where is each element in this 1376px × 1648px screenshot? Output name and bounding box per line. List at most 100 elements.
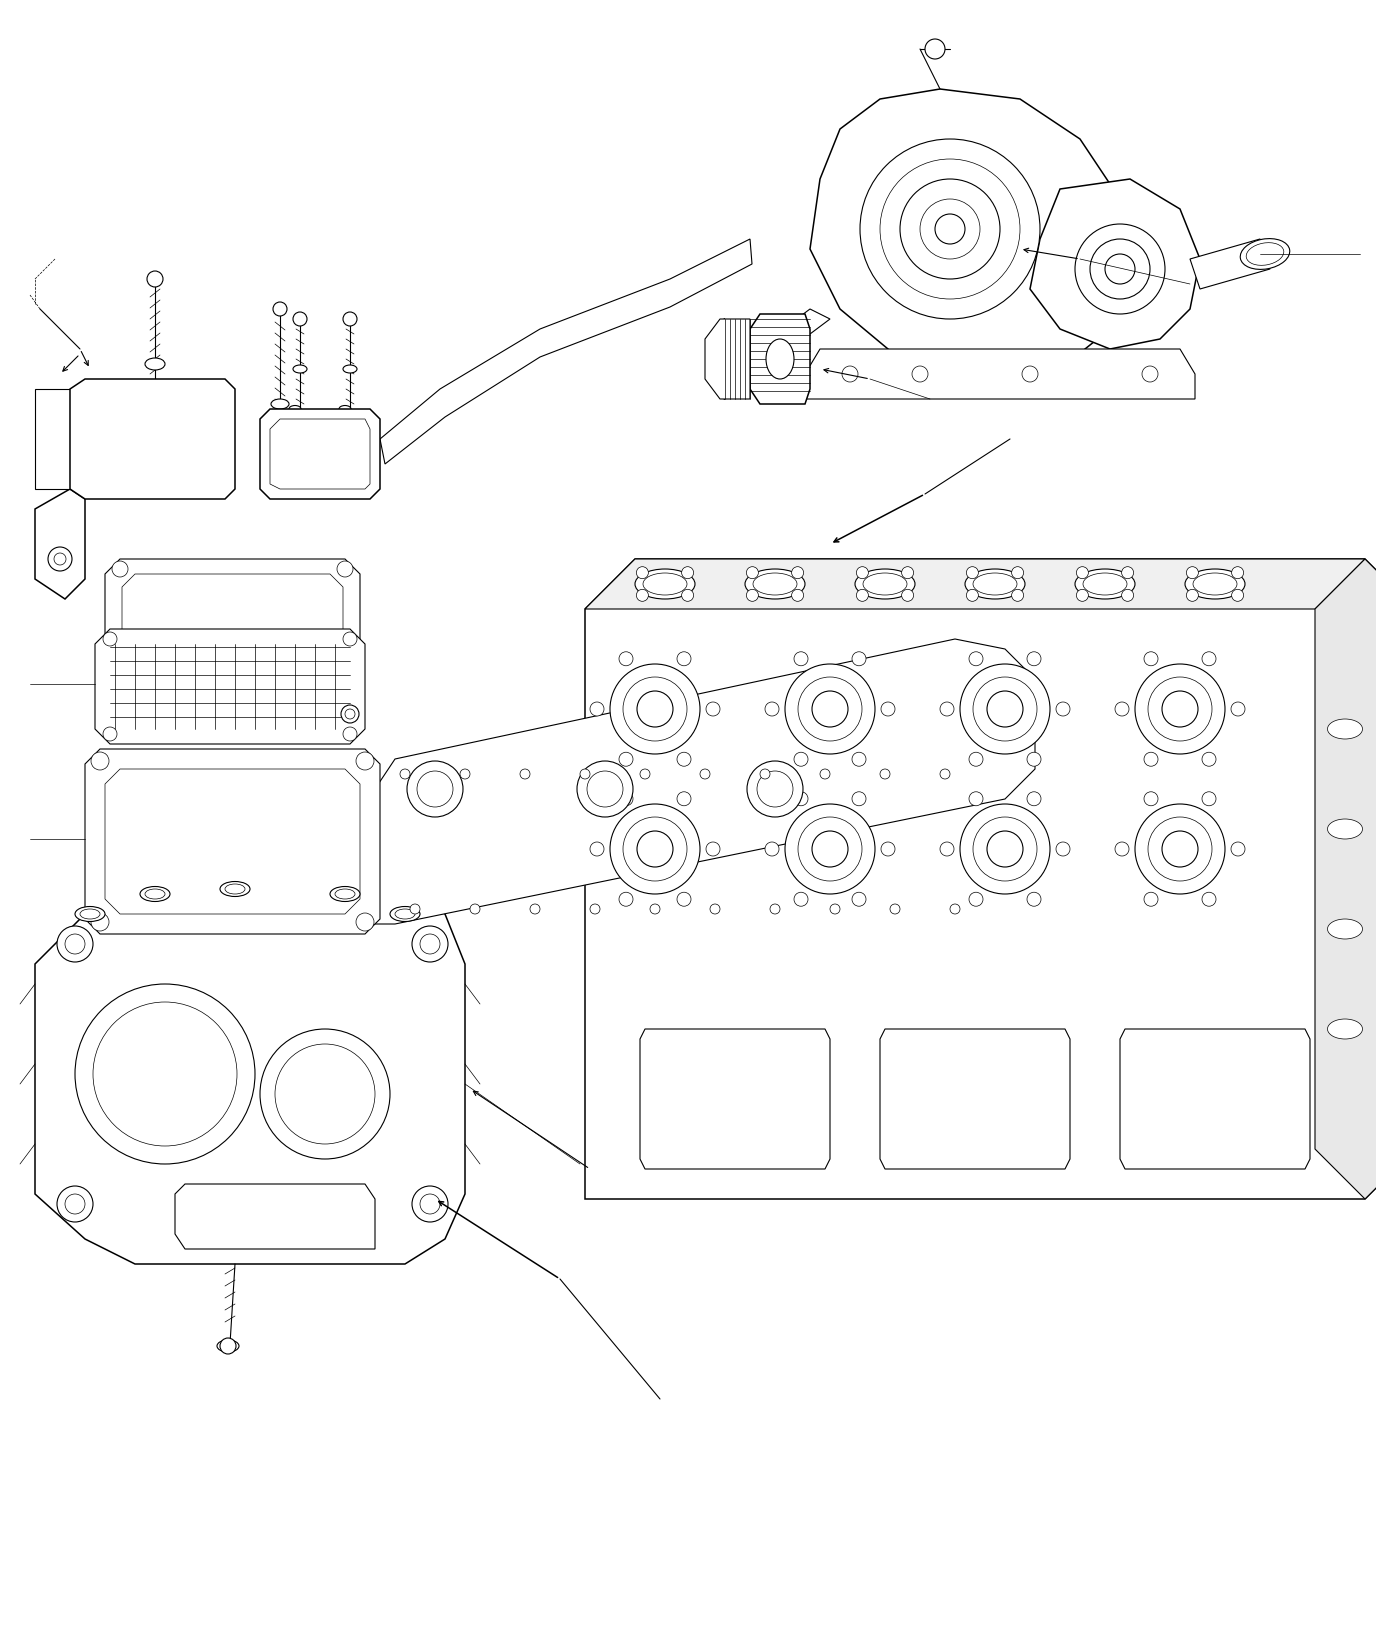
Ellipse shape <box>144 890 165 900</box>
Circle shape <box>1076 590 1088 602</box>
Circle shape <box>1076 567 1088 580</box>
Circle shape <box>460 770 471 780</box>
Ellipse shape <box>1328 819 1362 839</box>
Circle shape <box>220 1338 237 1355</box>
Circle shape <box>171 456 200 485</box>
Circle shape <box>1026 793 1042 806</box>
Polygon shape <box>260 410 380 499</box>
Circle shape <box>640 770 649 780</box>
Circle shape <box>966 590 978 602</box>
Circle shape <box>619 893 633 906</box>
Circle shape <box>520 770 530 780</box>
Circle shape <box>1055 842 1071 857</box>
Circle shape <box>860 140 1040 320</box>
Ellipse shape <box>76 906 105 921</box>
Ellipse shape <box>1328 920 1362 939</box>
Circle shape <box>1135 664 1225 755</box>
Circle shape <box>400 770 410 780</box>
Circle shape <box>530 905 539 915</box>
Polygon shape <box>1031 180 1200 349</box>
Circle shape <box>784 664 875 755</box>
Circle shape <box>48 547 72 572</box>
Circle shape <box>1143 893 1159 906</box>
Circle shape <box>1142 368 1159 382</box>
Circle shape <box>881 770 890 780</box>
Polygon shape <box>34 489 85 600</box>
Circle shape <box>746 567 758 580</box>
Circle shape <box>411 926 449 962</box>
Circle shape <box>747 761 804 817</box>
Polygon shape <box>122 575 343 669</box>
Circle shape <box>794 653 808 666</box>
Circle shape <box>65 934 85 954</box>
Polygon shape <box>355 639 1035 925</box>
Ellipse shape <box>744 570 805 600</box>
Circle shape <box>760 770 771 780</box>
Polygon shape <box>810 91 1130 379</box>
Circle shape <box>272 303 288 316</box>
Polygon shape <box>105 560 361 684</box>
Circle shape <box>949 905 960 915</box>
Ellipse shape <box>289 407 301 414</box>
Ellipse shape <box>217 1340 239 1351</box>
Circle shape <box>345 710 355 720</box>
Polygon shape <box>750 315 810 405</box>
Circle shape <box>784 804 875 895</box>
Circle shape <box>901 590 914 602</box>
Circle shape <box>812 832 848 867</box>
Circle shape <box>356 913 374 931</box>
Ellipse shape <box>395 910 416 920</box>
Circle shape <box>1232 567 1244 580</box>
Circle shape <box>681 590 694 602</box>
Circle shape <box>1143 753 1159 766</box>
Ellipse shape <box>343 366 356 374</box>
Ellipse shape <box>1328 720 1362 740</box>
Circle shape <box>343 727 356 742</box>
Ellipse shape <box>634 570 695 600</box>
Circle shape <box>588 771 623 808</box>
Circle shape <box>765 702 779 717</box>
Circle shape <box>900 180 1000 280</box>
Circle shape <box>706 702 720 717</box>
Circle shape <box>1090 241 1150 300</box>
Circle shape <box>1105 255 1135 285</box>
Circle shape <box>1203 893 1216 906</box>
Circle shape <box>1022 368 1038 382</box>
Circle shape <box>791 567 804 580</box>
Circle shape <box>987 832 1022 867</box>
Ellipse shape <box>1193 574 1237 595</box>
Circle shape <box>842 368 859 382</box>
Polygon shape <box>640 1030 830 1170</box>
Circle shape <box>681 567 694 580</box>
Circle shape <box>623 817 687 882</box>
Circle shape <box>677 893 691 906</box>
Circle shape <box>260 1030 389 1159</box>
Polygon shape <box>85 750 380 934</box>
Circle shape <box>794 793 808 806</box>
Circle shape <box>623 677 687 742</box>
Polygon shape <box>1190 241 1270 290</box>
Circle shape <box>771 905 780 915</box>
Circle shape <box>765 842 779 857</box>
Circle shape <box>960 664 1050 755</box>
Circle shape <box>1026 753 1042 766</box>
Ellipse shape <box>330 887 361 901</box>
Ellipse shape <box>1083 574 1127 595</box>
Circle shape <box>856 590 868 602</box>
Circle shape <box>710 905 720 915</box>
Circle shape <box>471 905 480 915</box>
Circle shape <box>649 905 660 915</box>
Circle shape <box>166 402 204 438</box>
Circle shape <box>56 926 94 962</box>
Circle shape <box>1161 692 1198 727</box>
Circle shape <box>56 1187 94 1223</box>
Circle shape <box>1115 702 1128 717</box>
Circle shape <box>1135 804 1225 895</box>
Circle shape <box>411 1187 449 1223</box>
Ellipse shape <box>226 885 245 895</box>
Ellipse shape <box>220 882 250 897</box>
Ellipse shape <box>863 574 907 595</box>
Polygon shape <box>34 885 465 1264</box>
Circle shape <box>76 984 255 1163</box>
Circle shape <box>1186 590 1198 602</box>
